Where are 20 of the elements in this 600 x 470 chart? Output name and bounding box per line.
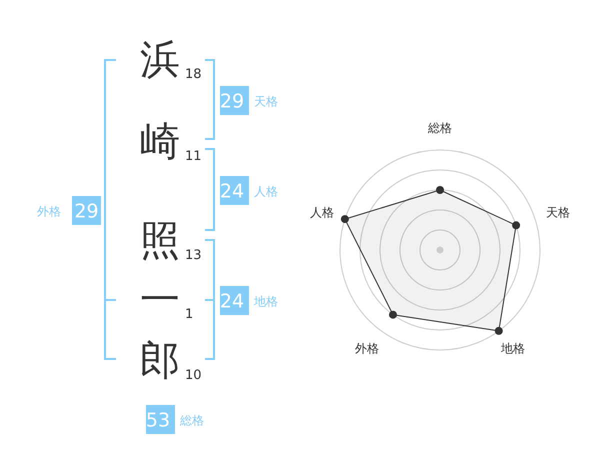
data-label: 10 [185, 368, 202, 383]
category-label: 照 [140, 219, 180, 263]
category-label: 郎 [140, 339, 180, 383]
data-label: 11 [185, 149, 202, 164]
spoke-label: 地格 [500, 342, 525, 356]
spoke-label: 総格 [427, 121, 452, 135]
text: 24 地格 [220, 290, 278, 312]
text: 29 天格 [220, 90, 278, 112]
data-label: 13 [185, 248, 202, 263]
category-label: 浜 [140, 38, 180, 82]
spoke-label: 外格 [355, 342, 380, 356]
spoke-label: 人格 [310, 205, 334, 220]
text: 53 総格 [146, 410, 204, 432]
category-label: 一 [140, 278, 180, 322]
category-label: 崎 [140, 120, 180, 164]
data-label: 1 [185, 307, 194, 322]
text: 24 人格 [220, 180, 278, 202]
data-label: 18 [185, 67, 202, 82]
text: 外格 29 [36, 200, 99, 222]
spoke-label: 天格 [546, 205, 570, 220]
